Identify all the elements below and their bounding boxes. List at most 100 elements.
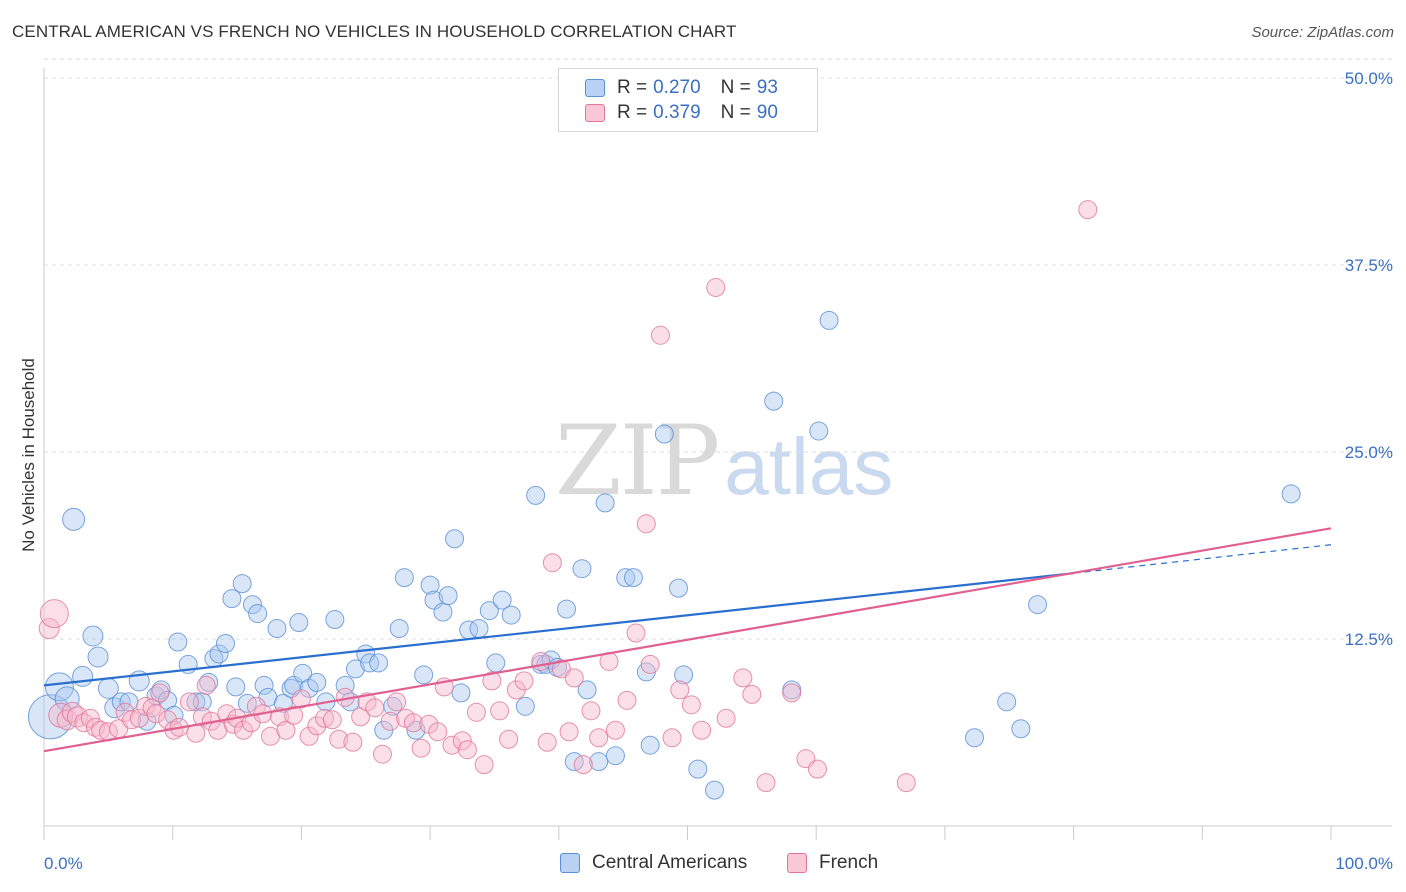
data-point: [482, 671, 502, 691]
data-point: [394, 568, 414, 588]
data-point: [965, 728, 985, 748]
data-point: [515, 696, 535, 716]
y-axis-title: No Vehicles in Household: [19, 358, 38, 552]
data-point: [411, 738, 431, 758]
legend-r-label: R =: [617, 77, 648, 98]
data-point: [531, 651, 551, 671]
y-tick-label: 25.0%: [1345, 443, 1393, 462]
data-point: [623, 568, 643, 588]
data-point: [756, 773, 776, 793]
data-point: [433, 602, 453, 622]
data-point: [692, 720, 712, 740]
data-point: [248, 604, 268, 624]
data-point: [819, 310, 839, 330]
data-point: [192, 707, 212, 727]
data-point: [654, 424, 674, 444]
data-point: [289, 613, 309, 633]
data-point: [640, 735, 660, 755]
data-point: [345, 659, 365, 679]
data-point: [445, 529, 465, 549]
data-point: [490, 701, 510, 721]
legend-r-label: R =: [617, 102, 648, 123]
data-point: [896, 773, 916, 793]
data-point: [72, 665, 94, 687]
data-point: [196, 675, 216, 695]
data-point: [688, 759, 708, 779]
data-point: [329, 729, 349, 749]
data-point: [650, 325, 670, 345]
data-point: [136, 696, 156, 716]
legend-swatch-pink: [585, 104, 605, 122]
data-point: [39, 599, 69, 629]
data-point: [716, 708, 736, 728]
data-point: [542, 553, 562, 573]
data-point: [626, 623, 646, 643]
data-point: [559, 722, 579, 742]
data-point: [428, 722, 448, 742]
bottom-legend-swatch-pink: [787, 853, 807, 873]
data-point: [365, 698, 385, 718]
bottom-legend-central-americans[interactable]: Central Americans: [560, 852, 747, 874]
data-point: [54, 686, 80, 712]
data-point: [87, 646, 109, 668]
axes: [43, 68, 1392, 840]
bottom-legend-label: Central Americans: [592, 852, 748, 873]
data-point: [389, 619, 409, 639]
data-point: [307, 672, 327, 692]
data-point: [581, 701, 601, 721]
data-point: [457, 740, 477, 760]
data-point: [492, 590, 512, 610]
data-point: [474, 755, 494, 775]
bottom-legend-label: French: [819, 852, 879, 873]
data-point: [179, 692, 199, 712]
data-point: [595, 493, 615, 513]
source-label: Source: ZipAtlas.com: [1251, 24, 1394, 41]
data-point: [537, 732, 557, 752]
data-point: [557, 599, 577, 619]
data-point: [222, 589, 242, 609]
data-point: [442, 735, 462, 755]
data-point: [605, 720, 625, 740]
data-point: [322, 710, 342, 730]
data-point: [1078, 200, 1098, 220]
data-point: [267, 619, 287, 639]
data-point: [662, 728, 682, 748]
axis-labels: 12.5% 25.0% 37.5% 50.0% 0.0% 100.0% No Vehicle…: [19, 69, 1393, 873]
data-point: [668, 578, 688, 598]
legend-n-value: 93: [756, 77, 778, 98]
y-tick-label: 12.5%: [1345, 630, 1393, 649]
data-point: [420, 575, 440, 595]
trend-line-french: [43, 527, 1332, 753]
data-point: [681, 695, 701, 715]
data-point: [215, 633, 235, 653]
data-point: [242, 595, 262, 615]
data-point: [782, 683, 802, 703]
y-tick-label: 50.0%: [1345, 69, 1393, 88]
chart-title: CENTRAL AMERICAN VS FRENCH NO VEHICLES I…: [12, 22, 737, 41]
data-point: [192, 692, 212, 712]
data-point: [315, 708, 335, 728]
data-point: [150, 683, 170, 703]
data-point: [577, 680, 597, 700]
data-point: [226, 677, 246, 697]
data-point: [733, 668, 753, 688]
data-point: [343, 732, 363, 752]
data-point: [146, 704, 166, 724]
data-point: [380, 711, 400, 731]
data-point: [44, 672, 74, 702]
x-tick-label-min: 0.0%: [44, 854, 83, 873]
bottom-legend-french[interactable]: French: [787, 852, 878, 874]
legend-n-label: N =: [720, 102, 751, 123]
legend-n-label: N =: [720, 77, 751, 98]
data-point: [111, 692, 131, 712]
data-point: [605, 746, 625, 766]
data-point: [284, 705, 304, 725]
data-point: [199, 672, 219, 692]
data-point: [486, 653, 506, 673]
data-point: [466, 702, 486, 722]
data-point: [499, 729, 519, 749]
legend-r-value: 0.270: [653, 77, 701, 98]
data-point: [372, 744, 392, 764]
bottom-legend: Central Americans French: [0, 852, 1406, 878]
